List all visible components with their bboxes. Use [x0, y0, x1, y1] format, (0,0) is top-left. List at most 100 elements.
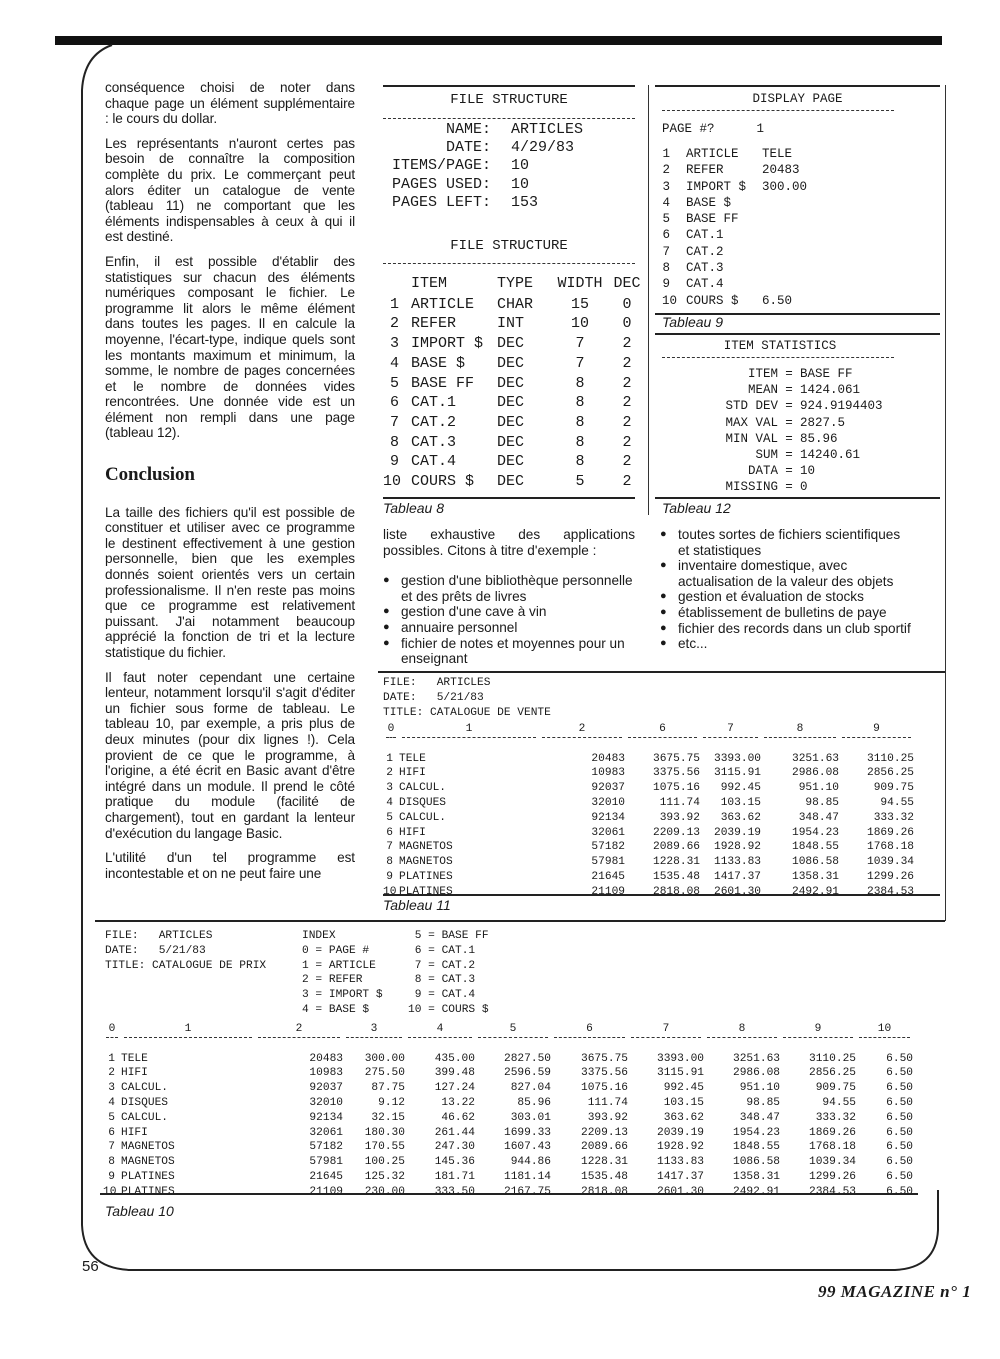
table-cell: 1417.37: [714, 870, 761, 883]
table-cell: 909.75: [815, 1082, 856, 1095]
table-cell: 1075.16: [653, 782, 700, 795]
table-cell: 275.50: [364, 1067, 405, 1080]
table-cell: BASE $: [411, 354, 466, 372]
meta-line: TITLE: CATALOGUE DE PRIX: [105, 959, 267, 972]
meta-line: FILE: ARTICLES: [105, 930, 213, 942]
stat-label: ITEM: [747, 367, 778, 381]
column-header: 3: [370, 1023, 378, 1035]
dashed-rule: [662, 110, 894, 111]
table-row: 4 DISQUES 32010 111.74 103.15 98.85 94.55: [383, 796, 914, 811]
table-cell: 3110.25: [809, 1052, 856, 1065]
table-cell: 992.45: [720, 782, 761, 795]
meta-value: 10: [511, 157, 530, 175]
table-row: 5 CALCUL. 92134 32.15 46.62 303.01 393.92 363.6…: [103, 1111, 913, 1126]
equals-sign: =: [785, 367, 793, 381]
table-cell: 10983: [591, 767, 625, 780]
table-cell: 6.50: [886, 1156, 913, 1169]
stat-row: MISSING = 0: [662, 479, 930, 495]
table-cell: [762, 260, 882, 276]
stat-label: MIN VAL: [725, 431, 778, 446]
column-header: WIDTH: [557, 275, 603, 292]
table-cell: 10: [570, 315, 589, 333]
table-cell: 2: [622, 433, 632, 451]
table-cell: 435.00: [434, 1052, 475, 1065]
table8-structure: ITEM TYPE WIDTH DEC 1 ARTICLE CHAR 15 0 2 REFER INT…: [383, 274, 647, 492]
table-cell: 32.15: [371, 1111, 405, 1124]
table-cell: [762, 276, 882, 292]
meta-row: DATE: 4/29/83: [383, 139, 635, 157]
table11-caption: Tableau 11: [383, 897, 451, 913]
table-cell: [762, 211, 882, 227]
table-cell: 827.04: [510, 1082, 551, 1095]
table-cell: 2856.25: [809, 1067, 856, 1080]
table-cell: 399.48: [434, 1067, 475, 1080]
meta-line: 9 = CAT.4: [408, 989, 476, 1002]
dash-segment: [408, 1036, 472, 1043]
table-cell: 1299.26: [809, 1170, 856, 1183]
table-row: 8 CAT.3 DEC 8 2: [383, 433, 647, 453]
table-cell: 9: [108, 1170, 115, 1183]
table-row: 3 IMPORT $ DEC 7 2: [383, 334, 647, 354]
table-cell: 1699.33: [504, 1126, 551, 1139]
table-cell: 1133.83: [714, 856, 761, 869]
table-cell: 5: [386, 811, 393, 824]
table-cell: 20483: [591, 752, 625, 765]
table8-meta: NAME: ARTICLES DATE: 4/29/83 ITEMS/PAGE: 10 PA…: [383, 121, 635, 212]
table-cell: 247.30: [434, 1141, 475, 1154]
magazine-logo: 99 MAGAZINE n° 1: [818, 1282, 972, 1301]
table11-meta: FILE: ARTICLES DATE: 5/21/83 TITLE: CATALO…: [383, 676, 551, 720]
meta-line: 6 = CAT.1: [408, 944, 476, 957]
table-cell: 1869.26: [867, 826, 914, 839]
table-cell: BASE FF: [411, 374, 475, 392]
stat-label: DATA: [747, 464, 778, 479]
left-column: conséquence choisi de noter dans chaque …: [105, 80, 355, 890]
column-header: TYPE: [497, 275, 534, 292]
table-cell: 2596.59: [504, 1067, 551, 1080]
table-cell: 951.10: [798, 782, 839, 795]
stat-row: STD DEV = 924.9194403: [662, 398, 930, 414]
meta-line: 10 = COURS $: [408, 1003, 489, 1016]
meta-line: DATE: 5/21/83: [383, 691, 484, 704]
table-cell: 3115.91: [714, 767, 761, 780]
meta-row: PAGES USED: 10: [383, 176, 635, 194]
table-row: 2 HIFI 10983 275.50 399.48 2596.59 3375.56 3115…: [103, 1066, 913, 1081]
table-cell: 2039.19: [714, 826, 761, 839]
meta-label: DATE:: [445, 139, 491, 157]
table-cell: DEC: [497, 374, 525, 392]
table-cell: 1417.37: [657, 1170, 704, 1183]
table-cell: 6: [389, 394, 399, 412]
table-cell: HIFI: [121, 1126, 148, 1139]
stat-value: 2827.5: [800, 415, 846, 430]
table-cell: CALCUL.: [121, 1111, 168, 1124]
stat-row: MEAN = 1424.061: [662, 382, 930, 398]
table-cell: 57182: [591, 841, 625, 854]
dash-segment: [402, 736, 536, 743]
meta-line: 2 = REFER: [302, 974, 363, 987]
rule: [655, 497, 940, 499]
table-cell: CALCUL.: [399, 811, 446, 824]
table-cell: 992.45: [663, 1082, 704, 1095]
paragraph: Il faut noter cependant une certaine len…: [105, 669, 355, 841]
list-item: gestion d'une bibliothèque personnelle e…: [383, 573, 635, 604]
table-cell: CAT.2: [411, 413, 457, 431]
table-cell: 909.75: [873, 782, 914, 795]
meta-line: 1 = ARTICLE: [302, 959, 376, 972]
table-cell: 3251.63: [792, 752, 839, 765]
table-cell: IMPORT $: [411, 335, 484, 353]
table-cell: 2209.13: [653, 826, 700, 839]
rule: [655, 313, 940, 315]
dash-segment: [106, 1036, 118, 1043]
table-cell: 92037: [309, 1082, 343, 1095]
table-cell: 2209.13: [581, 1126, 628, 1139]
stat-row: MIN VAL = 85.96: [662, 431, 930, 447]
list-item: gestion d'une cave à vin: [383, 604, 635, 620]
table-cell: 4: [389, 354, 399, 372]
table-cell: 6.50: [886, 1141, 913, 1154]
table-cell: 5: [662, 212, 670, 227]
table-cell: 20483: [309, 1052, 343, 1065]
meta-line: INDEX: [302, 930, 336, 942]
table-cell: 1086.58: [733, 1156, 780, 1169]
table10-index: 5 = BASE FF 6 = CAT.1 7 = CAT.2 8 = CAT.…: [408, 929, 489, 1018]
table-cell: CALCUL.: [399, 782, 446, 795]
stat-value: 10: [800, 464, 816, 479]
